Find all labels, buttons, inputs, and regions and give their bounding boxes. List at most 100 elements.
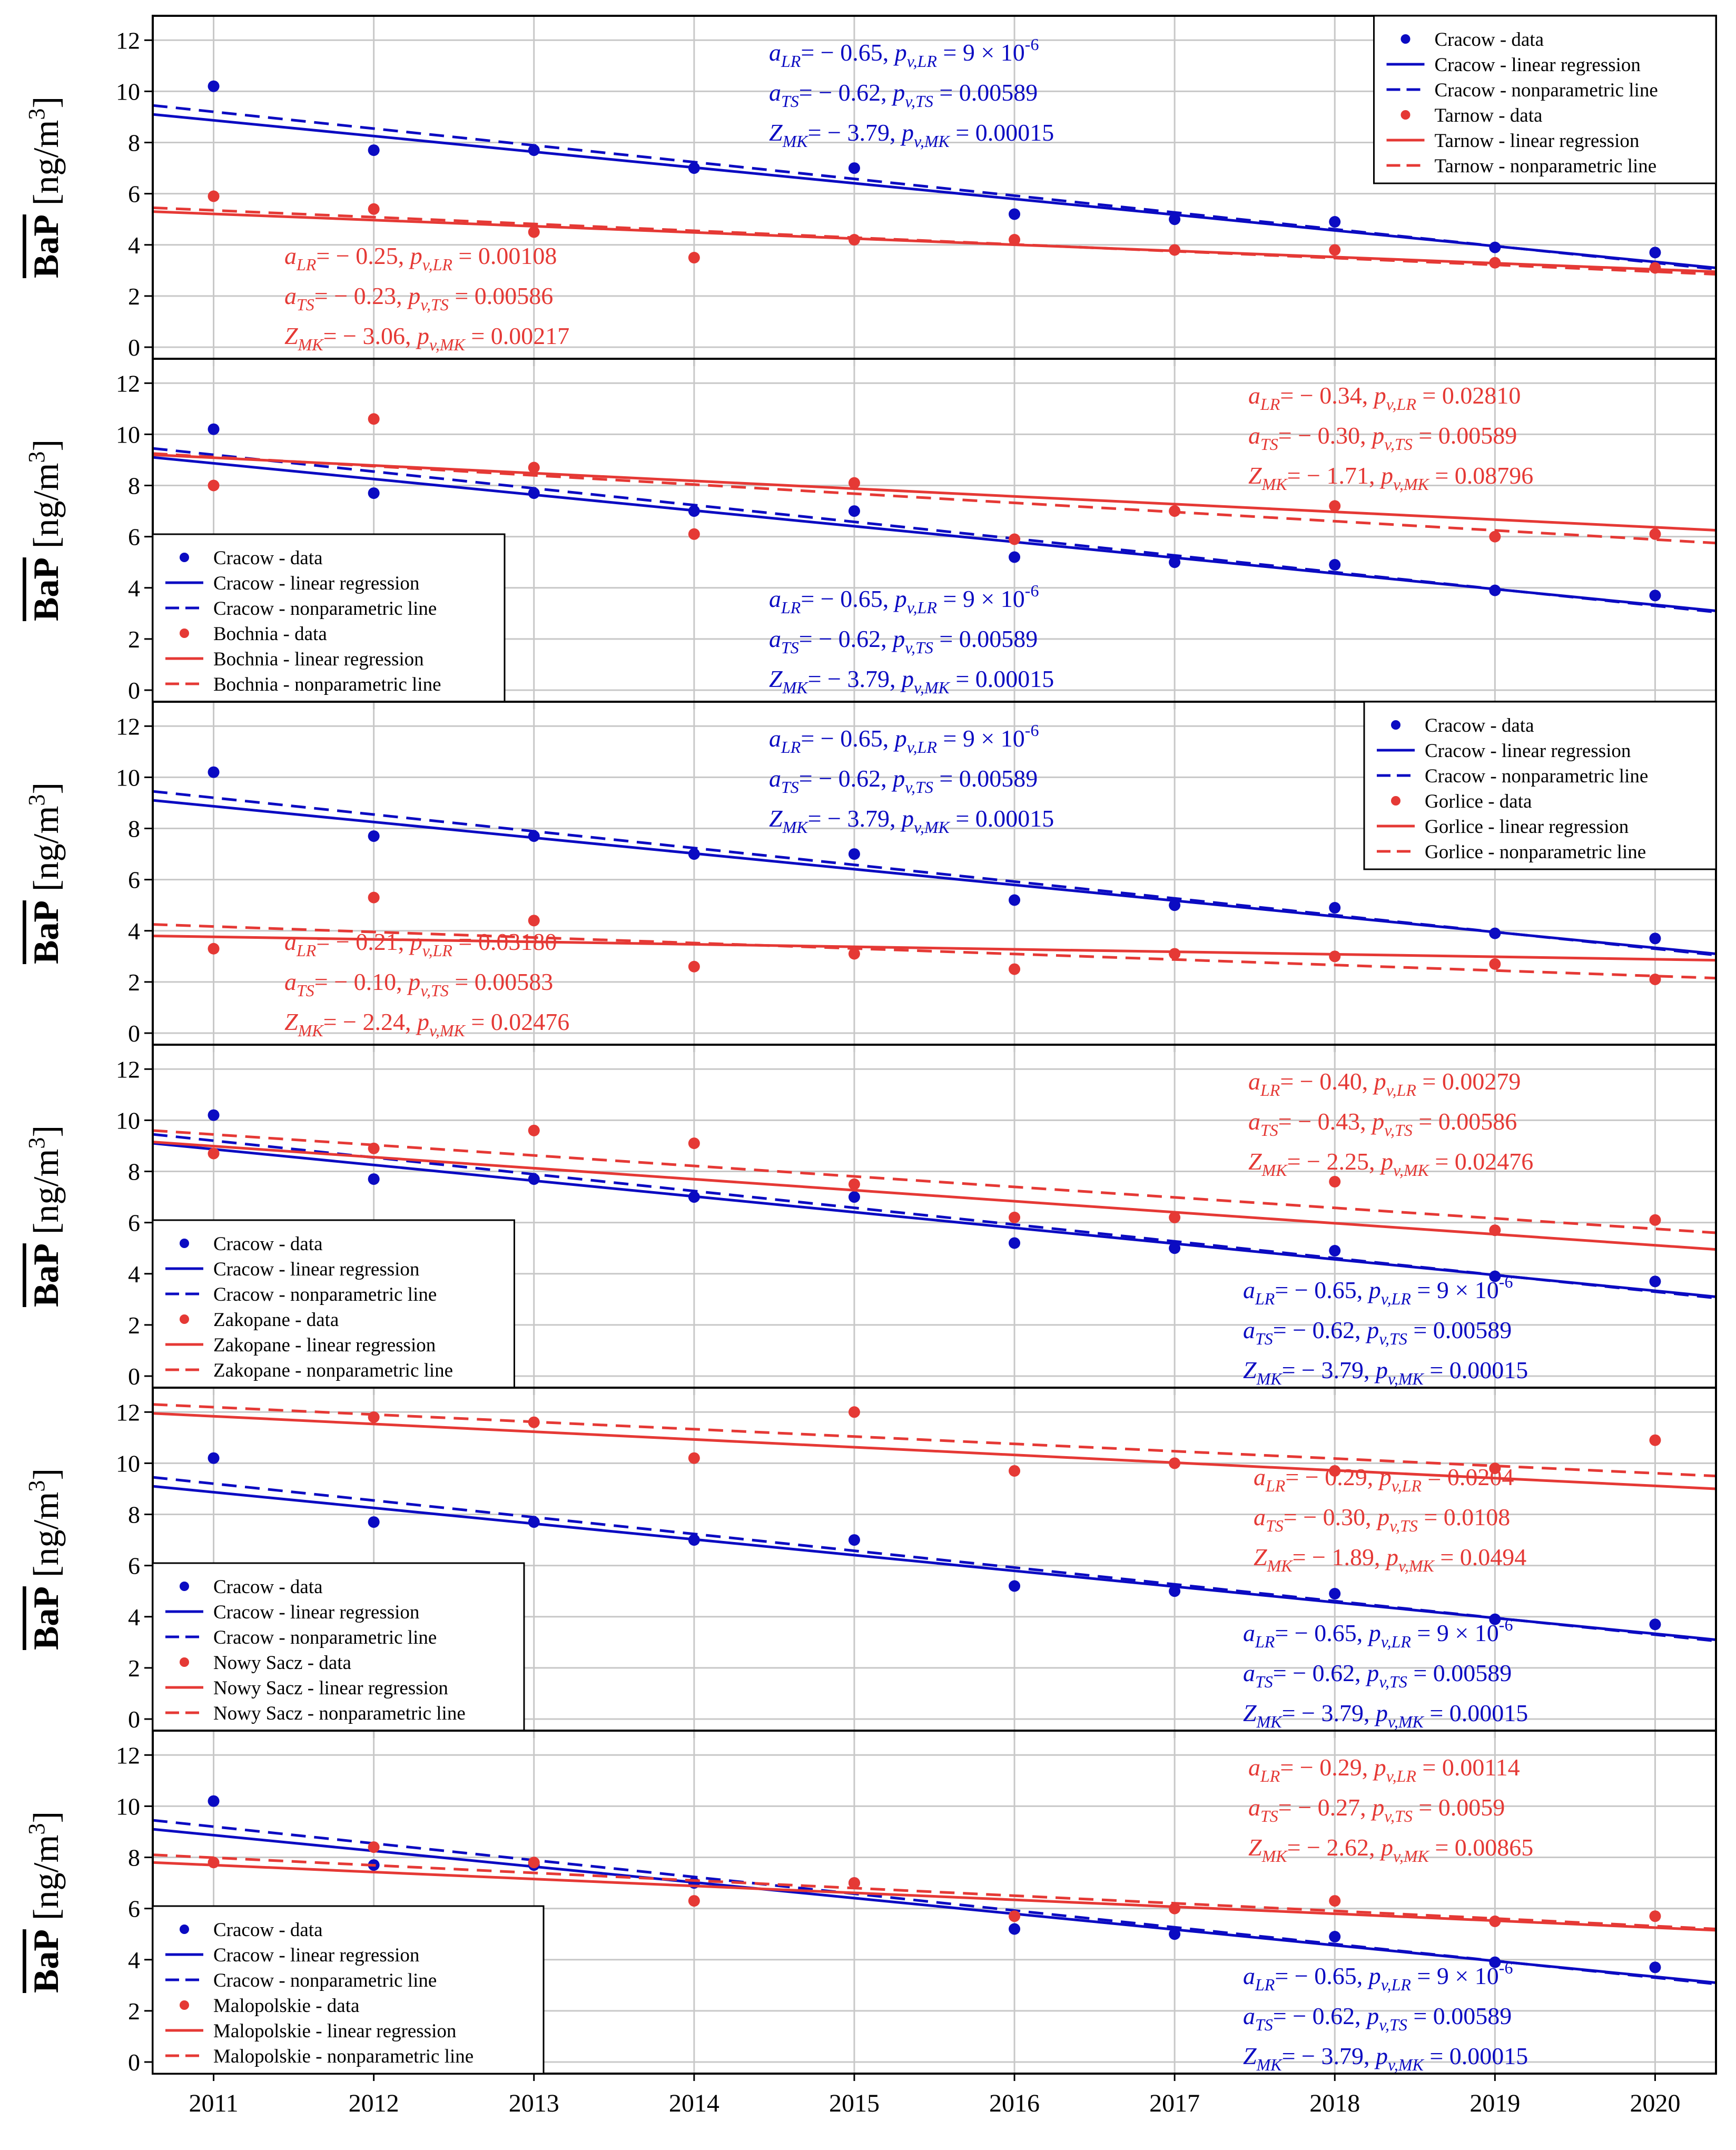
legend: Cracow - data Cracow - linear regression C…	[152, 1905, 545, 2075]
y-tick-label: 8	[128, 1844, 140, 1871]
legend-label: Malopolskie - linear regression	[213, 2020, 456, 2042]
data-point	[848, 948, 860, 960]
data-point	[1649, 262, 1661, 274]
legend-marker-dot	[180, 1925, 189, 1934]
annotation-line: aTS= − 0.62, pv,TS = 0.00589	[1243, 1660, 1512, 1691]
data-point	[848, 505, 860, 517]
y-tick-label: 4	[128, 1947, 140, 1974]
data-point	[1489, 927, 1501, 939]
data-point	[848, 1191, 860, 1203]
x-tick-label: 2020	[1630, 2089, 1680, 2117]
annotation-line: aTS= − 0.62, pv,TS = 0.00589	[769, 765, 1038, 797]
annotation-line: aLR= − 0.21, pv,LR = 0.03180	[284, 928, 557, 960]
y-tick-label: 2	[128, 1655, 140, 1682]
y-tick-label: 6	[128, 1896, 140, 1922]
y-axis-label: BaP [ng/m3]	[24, 782, 66, 964]
legend-label: Bochnia - linear regression	[213, 649, 424, 670]
annotation-line: aLR= − 0.34, pv,LR = 0.02810	[1248, 382, 1521, 414]
legend-label: Cracow - data	[1435, 29, 1544, 51]
y-axis-label: BaP [ng/m3]	[24, 1811, 66, 1993]
annotation-line: aTS= − 0.30, pv,TS = 0.00589	[1248, 422, 1517, 454]
legend-label: Cracow - data	[213, 547, 323, 569]
legend-label: Gorlice - data	[1425, 791, 1532, 812]
annotation-line: aTS= − 0.62, pv,TS = 0.00589	[769, 79, 1038, 111]
linear-regression-line	[153, 1861, 1716, 1932]
data-point	[1649, 528, 1661, 540]
annotation-line: ZMK= − 1.71, pv,MK = 0.08796	[1248, 462, 1533, 494]
y-tick-label: 6	[128, 181, 140, 208]
y-tick-label: 4	[128, 575, 140, 602]
nonparametric-line	[153, 452, 1716, 545]
legend: Cracow - data Cracow - linear regression C…	[152, 1562, 525, 1732]
legend-marker-dot	[1400, 110, 1410, 120]
annotation-line: aLR= − 0.65, pv,LR = 9 × 10-6	[1243, 1615, 1513, 1651]
data-point	[1649, 1214, 1661, 1226]
nonparametric-line	[153, 206, 1716, 276]
data-point	[1009, 1237, 1021, 1249]
linear-regression-line	[153, 1141, 1716, 1251]
y-tick-label: 2	[128, 969, 140, 996]
data-point	[688, 505, 700, 517]
panel-5: 0 2 4 6 8 10 12 BaP [ng/m3] aLR= − 0.29, pv,LR =…	[24, 1387, 1717, 1738]
data-point	[848, 162, 860, 174]
data-point	[1649, 1434, 1661, 1446]
data-point	[688, 528, 700, 540]
legend-marker-dot	[180, 2000, 189, 2010]
y-tick-label: 0	[128, 334, 140, 361]
data-point	[1489, 1613, 1501, 1625]
annotation-line: ZMK= − 3.79, pv,MK = 0.00015	[769, 119, 1054, 151]
linear-regression-line	[153, 1412, 1716, 1490]
series-bochnia	[153, 413, 1716, 545]
stats-annotation-cracow: aLR= − 0.65, pv,LR = 9 × 10-6 aTS= − 0.62…	[1243, 1615, 1528, 1731]
x-tick-label: 2013	[509, 2089, 559, 2117]
y-tick-label: 10	[116, 1793, 140, 1820]
data-point	[1649, 1961, 1661, 1974]
data-point	[368, 1142, 380, 1154]
annotation-line: aTS= − 0.62, pv,TS = 0.00589	[769, 625, 1038, 657]
data-point	[1169, 556, 1181, 568]
data-point	[1329, 500, 1341, 512]
legend-box	[152, 533, 506, 703]
data-point	[368, 1841, 380, 1853]
annotation-line: aLR= − 0.65, pv,LR = 9 × 10-6	[769, 721, 1039, 757]
data-point	[1009, 1910, 1021, 1922]
nonparametric-line	[153, 1403, 1716, 1478]
legend: Cracow - data Cracow - linear regression C…	[152, 533, 506, 703]
data-point	[208, 943, 220, 955]
legend-marker-dot	[180, 553, 189, 562]
data-point	[528, 1516, 540, 1528]
nonparametric-line	[153, 1819, 1716, 1986]
data-point	[1489, 1462, 1501, 1475]
y-tick-label: 6	[128, 1553, 140, 1579]
data-point	[848, 1534, 860, 1546]
stats-annotation-cracow: aLR= − 0.65, pv,LR = 9 × 10-6 aTS= − 0.62…	[1243, 1272, 1528, 1388]
legend-label: Tarnow - nonparametric line	[1435, 155, 1657, 177]
y-tick-label: 12	[116, 370, 140, 397]
y-tick-label: 4	[128, 918, 140, 945]
data-point	[1009, 551, 1021, 563]
data-point	[688, 1534, 700, 1546]
legend-label: Zakopane - linear regression	[213, 1334, 436, 1356]
data-point	[1329, 1465, 1341, 1477]
stats-annotation-cracow: aLR= − 0.65, pv,LR = 9 × 10-6 aTS= − 0.62…	[769, 581, 1054, 697]
data-point	[208, 423, 220, 435]
stats-annotation-zakopane: aLR= − 0.40, pv,LR = 0.00279 aTS= − 0.43,…	[1248, 1068, 1533, 1180]
legend-box	[152, 1905, 545, 2075]
y-tick-label: 0	[128, 2049, 140, 2076]
legend-marker-dot	[180, 1314, 189, 1324]
data-point	[1009, 1580, 1021, 1592]
legend-label: Cracow - linear regression	[1425, 740, 1631, 762]
data-point	[1169, 1902, 1181, 1915]
legend-box	[152, 1219, 515, 1389]
y-tick-label: 4	[128, 1604, 140, 1631]
legend-label: Cracow - linear regression	[213, 1602, 419, 1623]
series-tarnow	[153, 190, 1716, 276]
annotation-line: ZMK= − 3.79, pv,MK = 0.00015	[769, 665, 1054, 697]
y-tick-label: 8	[128, 1159, 140, 1185]
data-point	[208, 190, 220, 202]
data-point	[688, 162, 700, 174]
series-cracow	[153, 80, 1716, 271]
x-tick-label: 2014	[669, 2089, 719, 2117]
y-tick-label: 12	[116, 1742, 140, 1769]
annotation-line: aLR= − 0.65, pv,LR = 9 × 10-6	[1243, 1272, 1513, 1308]
